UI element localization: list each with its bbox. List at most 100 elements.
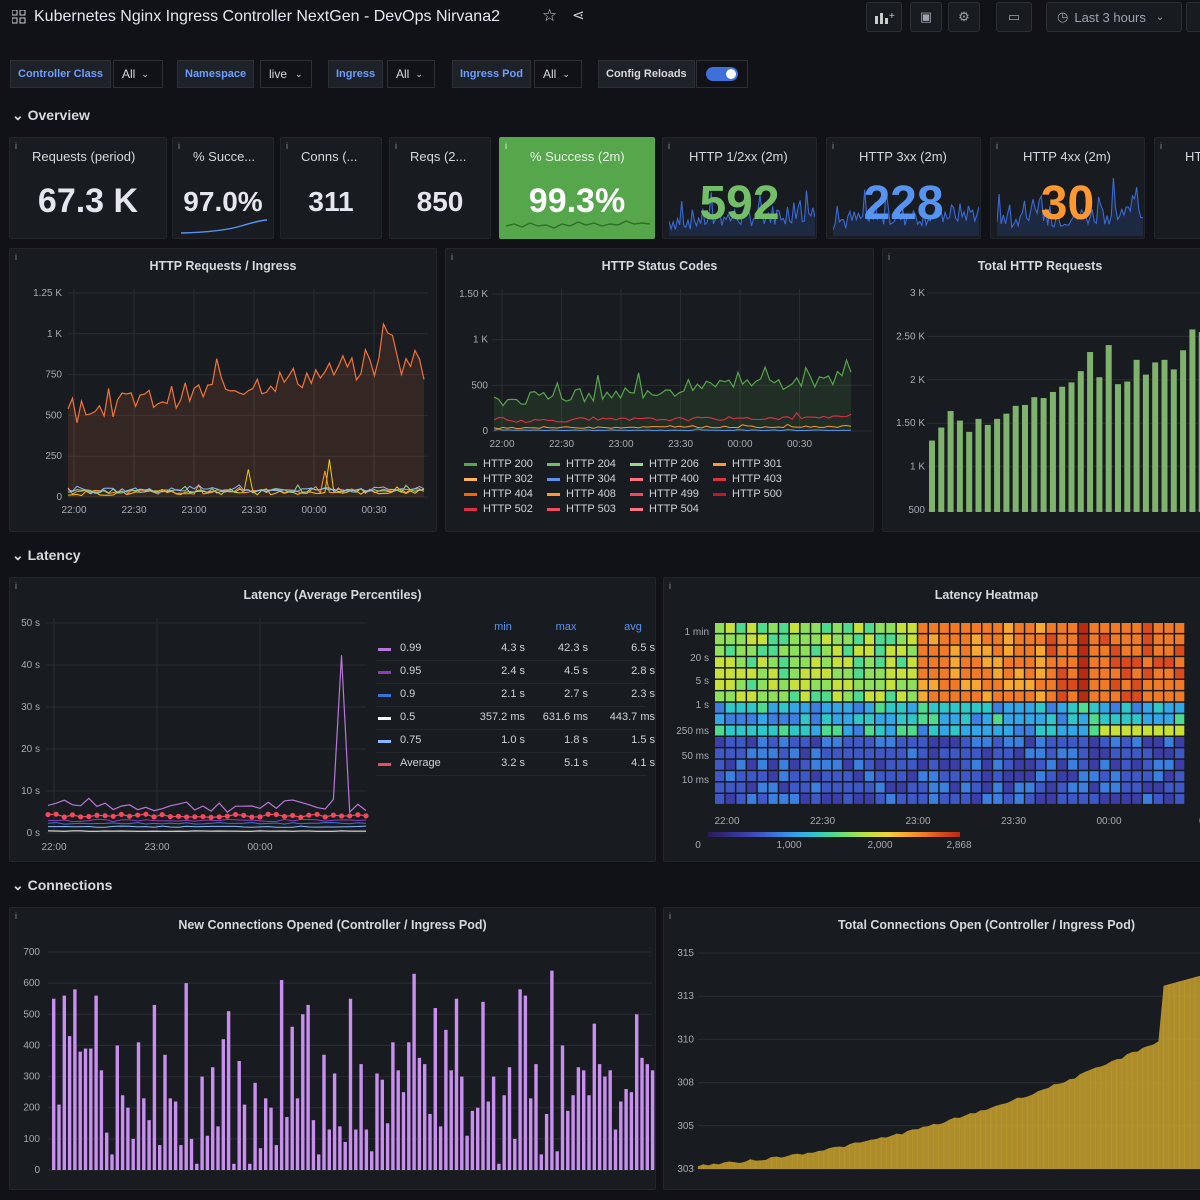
stat-title: % Success (2m) bbox=[530, 149, 625, 164]
legend-item[interactable]: HTTP 206 bbox=[630, 458, 713, 470]
legend-series-name[interactable]: 0.75 bbox=[400, 734, 422, 746]
legend-item[interactable]: HTTP 502 bbox=[464, 503, 547, 515]
legend-column-header[interactable]: min bbox=[494, 621, 512, 633]
heatmap-cell bbox=[1175, 691, 1185, 702]
bar bbox=[550, 970, 554, 1170]
config-reloads-toggle[interactable] bbox=[696, 60, 748, 88]
bar bbox=[571, 1095, 575, 1170]
var-ingress-select[interactable]: All ⌄ bbox=[387, 60, 435, 88]
row-overview[interactable]: ⌄ Overview bbox=[12, 107, 90, 124]
heatmap-cell bbox=[1036, 668, 1046, 679]
legend-item[interactable]: HTTP 503 bbox=[547, 503, 630, 515]
panel-total-connections[interactable]: i Total Connections Open (Controller / I… bbox=[663, 907, 1200, 1190]
y-tick-label: 30 s bbox=[21, 702, 40, 713]
save-button[interactable]: ▣ bbox=[910, 2, 942, 32]
dashboard-title[interactable]: Kubernetes Nginx Ingress Controller Next… bbox=[34, 8, 500, 25]
x-tick-label: 23:00 bbox=[608, 439, 633, 450]
settings-button[interactable]: ⚙ bbox=[948, 2, 980, 32]
legend-item[interactable]: HTTP 200 bbox=[464, 458, 547, 470]
bar bbox=[1198, 332, 1200, 512]
heatmap-cell bbox=[1057, 782, 1067, 793]
heatmap-cell bbox=[875, 645, 885, 656]
bar bbox=[99, 1070, 104, 1170]
x-tick-label: 23:00 bbox=[905, 816, 930, 827]
heatmap-cell bbox=[929, 725, 939, 736]
bar bbox=[195, 1163, 199, 1170]
legend-item[interactable]: HTTP 500 bbox=[713, 488, 796, 500]
panel-http-status-codes[interactable]: i HTTP Status Codes 1.50 K 1 K 500 0 22:00 22… bbox=[445, 248, 874, 532]
legend-item[interactable]: HTTP 204 bbox=[547, 458, 630, 470]
var-ingress-pod-select[interactable]: All ⌄ bbox=[534, 60, 582, 88]
heatmap-cell bbox=[982, 691, 992, 702]
legend-item[interactable]: HTTP 403 bbox=[713, 473, 796, 485]
stat-http-2xx[interactable]: i HTTP 1/2xx (2m) 592 bbox=[662, 137, 817, 239]
legend-item[interactable]: HTTP 301 bbox=[713, 458, 796, 470]
heatmap-cell bbox=[757, 680, 767, 690]
heatmap-cell bbox=[800, 714, 810, 725]
heatmap-cell bbox=[896, 657, 907, 668]
bar bbox=[322, 1054, 326, 1170]
var-controller-class-select[interactable]: All ⌄ bbox=[113, 60, 163, 88]
heatmap-cell bbox=[1003, 771, 1014, 782]
panel-http-requests-ingress[interactable]: i HTTP Requests / Ingress 1.25 K 1 K 750 50… bbox=[9, 248, 437, 532]
legend-series-name[interactable]: 0.99 bbox=[400, 642, 422, 654]
heatmap-cell bbox=[843, 691, 853, 702]
legend-column-header[interactable]: max bbox=[555, 621, 577, 633]
legend-item[interactable]: HTTP 302 bbox=[464, 473, 547, 485]
heatmap-cell bbox=[1003, 737, 1014, 747]
heatmap-cell bbox=[1036, 623, 1046, 633]
zoom-out-button[interactable] bbox=[1186, 2, 1200, 32]
x-tick-label: 22:30 bbox=[121, 505, 146, 516]
stat-http-3xx[interactable]: i HTTP 3xx (2m) 228 bbox=[826, 137, 981, 239]
legend-series-name[interactable]: 0.95 bbox=[400, 665, 422, 677]
heatmap-cell bbox=[832, 691, 842, 702]
legend-item[interactable]: HTTP 504 bbox=[630, 503, 713, 515]
tv-mode-button[interactable]: ▭ bbox=[996, 2, 1032, 32]
var-namespace-select[interactable]: live ⌄ bbox=[260, 60, 312, 88]
add-panel-button[interactable]: + bbox=[866, 2, 902, 32]
legend-item[interactable]: HTTP 400 bbox=[630, 473, 713, 485]
legend-series-name[interactable]: 0.5 bbox=[400, 711, 416, 723]
legend-item[interactable]: HTTP 404 bbox=[464, 488, 547, 500]
panel-latency-percentiles[interactable]: i Latency (Average Percentiles) 50 s 40 s… bbox=[9, 577, 656, 862]
heatmap-cell bbox=[886, 725, 896, 736]
heatmap-cell bbox=[1036, 645, 1046, 656]
stat-requests-period[interactable]: i Requests (period) 67.3 K bbox=[9, 137, 167, 239]
heatmap-cell bbox=[1078, 691, 1088, 702]
row-latency[interactable]: ⌄ Latency bbox=[12, 547, 81, 564]
time-picker[interactable]: ◷ Last 3 hours ⌄ bbox=[1046, 2, 1182, 32]
legend-item[interactable]: HTTP 408 bbox=[547, 488, 630, 500]
y-tick-label: 1.50 K bbox=[459, 289, 488, 300]
bar bbox=[232, 1163, 236, 1170]
legend-series-name[interactable]: Average bbox=[400, 757, 441, 769]
panel-new-connections[interactable]: i New Connections Opened (Controller / I… bbox=[9, 907, 656, 1190]
heatmap-cell bbox=[907, 748, 917, 759]
dashboards-icon[interactable] bbox=[11, 9, 26, 24]
stat-reqs[interactable]: i Reqs (2... 850 bbox=[389, 137, 491, 239]
stat-http-5xx[interactable]: i HT bbox=[1154, 137, 1200, 239]
total-requests-chart: 3 K 2.50 K 2 K 1.50 K 1 K 500 bbox=[896, 288, 1200, 516]
stat-http-4xx[interactable]: i HTTP 4xx (2m) 30 bbox=[990, 137, 1145, 239]
legend-column-header[interactable]: avg bbox=[624, 621, 642, 633]
heatmap-cell bbox=[757, 748, 767, 759]
stat-success-period[interactable]: i % Succe... 97.0% bbox=[172, 137, 274, 239]
stat-success-2m[interactable]: i % Success (2m) 99.3% bbox=[499, 137, 655, 239]
legend-series-name[interactable]: 0.9 bbox=[400, 688, 416, 700]
heatmap-cell bbox=[1003, 645, 1014, 656]
heatmap-cell bbox=[768, 623, 778, 633]
stat-conns[interactable]: i Conns (... 311 bbox=[280, 137, 382, 239]
row-connections[interactable]: ⌄ Connections bbox=[12, 877, 112, 894]
heatmap-cell bbox=[1132, 794, 1142, 804]
legend-item[interactable]: HTTP 499 bbox=[630, 488, 713, 500]
legend-avg-value: 4.1 s bbox=[631, 757, 655, 769]
heatmap-cell bbox=[757, 691, 767, 702]
heatmap-cell bbox=[971, 759, 981, 770]
star-icon[interactable]: ☆ bbox=[542, 6, 558, 25]
share-icon[interactable]: ⋖ bbox=[572, 7, 585, 24]
heatmap-cell bbox=[736, 668, 746, 679]
panel-total-http-requests[interactable]: i Total HTTP Requests 3 K 2.50 K 2 K 1.50 K… bbox=[882, 248, 1200, 532]
legend-item[interactable]: HTTP 304 bbox=[547, 473, 630, 485]
heatmap-cell bbox=[1175, 702, 1185, 713]
panel-latency-heatmap[interactable]: i Latency Heatmap 1 min 20 s 5 s 1 s 250 ms 5… bbox=[663, 577, 1200, 862]
series-average-point bbox=[363, 813, 369, 819]
